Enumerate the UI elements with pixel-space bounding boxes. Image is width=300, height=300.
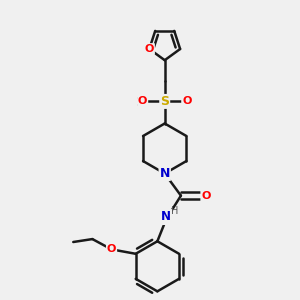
Text: H: H <box>162 214 171 224</box>
Text: S: S <box>160 95 169 108</box>
Text: O: O <box>107 244 116 254</box>
Text: N: N <box>160 167 170 180</box>
Text: N: N <box>161 210 171 223</box>
Text: O: O <box>138 96 147 106</box>
Text: O: O <box>201 190 211 201</box>
Text: O: O <box>182 96 191 106</box>
Text: O: O <box>145 44 154 54</box>
Text: H: H <box>171 206 178 216</box>
